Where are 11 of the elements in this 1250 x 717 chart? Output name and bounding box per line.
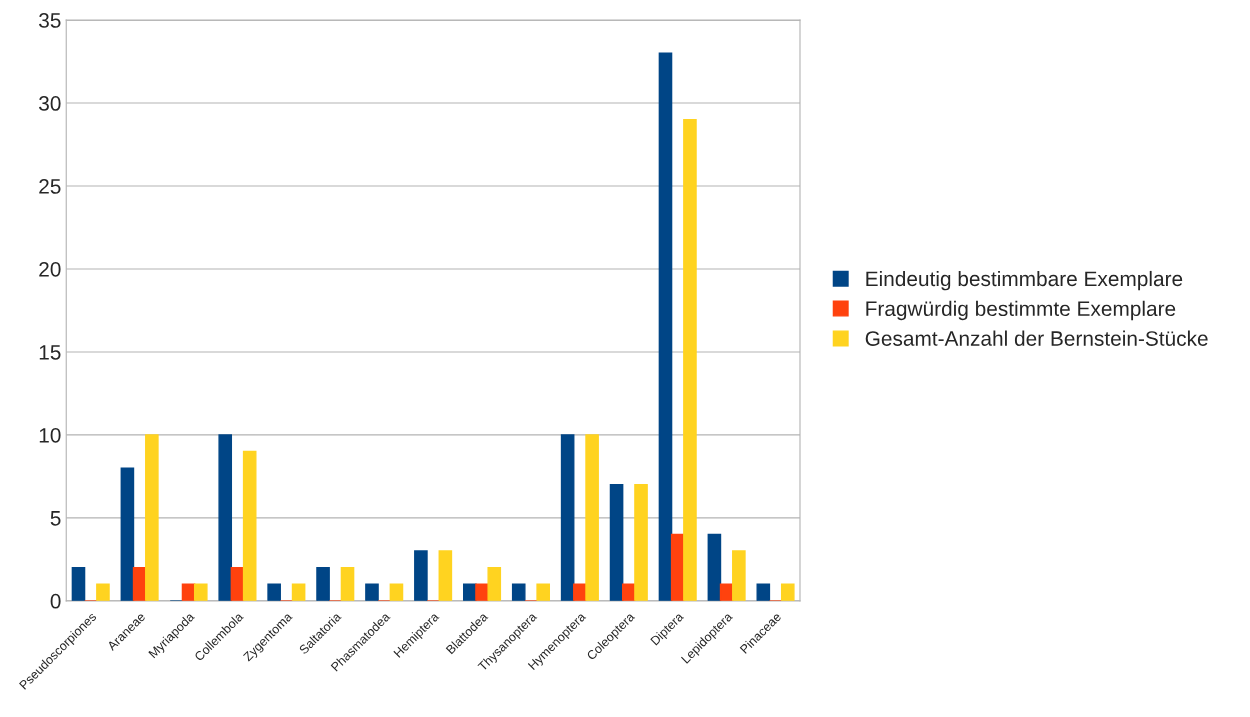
y-tick-label: 10 xyxy=(39,427,61,443)
y-tick-label: 5 xyxy=(50,511,61,526)
y-tick-label: 25 xyxy=(39,179,61,194)
legend-label: Eindeutig bestimmbare Exemplare xyxy=(866,270,1183,291)
legend-label: Fragwürdig bestimmte Exemplare xyxy=(866,300,1176,321)
y-tick-label: 35 xyxy=(39,13,61,28)
y-tick-label: 15 xyxy=(39,345,61,360)
y-tick-label: 0 xyxy=(50,593,61,609)
legend-label: Gesamt-Anzahl der Bernstein-Stücke xyxy=(865,330,1208,346)
y-tick-label: 30 xyxy=(39,96,61,111)
y-tick-label: 20 xyxy=(39,261,61,277)
